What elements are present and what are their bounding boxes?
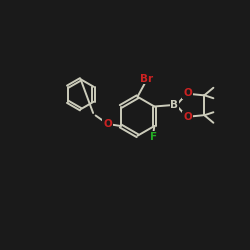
Text: O: O: [183, 88, 192, 98]
Text: O: O: [103, 118, 112, 128]
Text: B: B: [170, 100, 178, 110]
Text: Br: Br: [140, 74, 153, 84]
Text: F: F: [150, 132, 157, 141]
Text: O: O: [183, 112, 192, 122]
